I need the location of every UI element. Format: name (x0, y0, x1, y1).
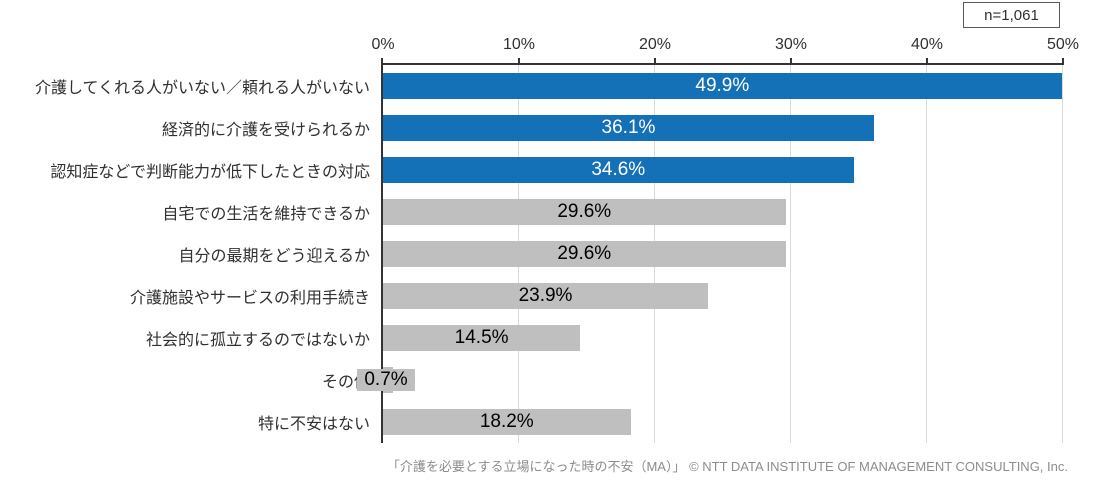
value-label: 36.1% (601, 117, 656, 138)
x-tick-mark (790, 58, 792, 64)
value-label: 34.6% (591, 159, 646, 180)
sample-size-box: n=1,061 (963, 2, 1060, 28)
category-label: 自分の最期をどう迎えるか (178, 248, 370, 265)
x-axis: 0% 10% 20% 30% 40% 50% (371, 36, 1079, 56)
category-label: 介護してくれる人がいない／頼れる人がいない (34, 80, 370, 97)
value-label: 14.5% (454, 327, 509, 348)
category-label: その他 (321, 374, 370, 391)
x-tick-mark (518, 58, 520, 64)
bar-row: 自分の最期をどう迎えるか 29.6% (0, 233, 1063, 275)
bar-row: 介護してくれる人がいない／頼れる人がいない 49.9% (0, 65, 1063, 107)
bar-track: 49.9% (383, 73, 1063, 99)
category-label: 社会的に孤立するのではないか (145, 332, 370, 349)
bar (383, 199, 786, 225)
value-label: 23.9% (518, 285, 573, 306)
value-label: 29.6% (557, 243, 612, 264)
y-axis-line (381, 58, 383, 443)
value-label: 0.7% (357, 369, 415, 391)
bar-row: 介護施設やサービスの利用手続き 23.9% (0, 275, 1063, 317)
value-label: 29.6% (557, 201, 612, 222)
bar-track: 0.7% (357, 367, 1063, 393)
bar-row: 自宅での生活を維持できるか 29.6% (0, 191, 1063, 233)
x-tick-mark (926, 58, 928, 64)
value-label: 49.9% (695, 75, 750, 96)
bar (383, 157, 854, 183)
x-tick-label: 10% (502, 36, 536, 53)
sample-size-label: n=1,061 (984, 6, 1039, 24)
bar-row: 社会的に孤立するのではないか 14.5% (0, 317, 1063, 359)
x-tick-label: 40% (910, 36, 944, 53)
bar-row: その他 0.7% (0, 359, 1063, 401)
bar-row: 経済的に介護を受けられるか 36.1% (0, 107, 1063, 149)
category-label: 経済的に介護を受けられるか (161, 122, 370, 139)
bar-track: 23.9% (383, 283, 1063, 309)
bar-track: 34.6% (383, 157, 1063, 183)
x-tick-label: 50% (1046, 36, 1080, 53)
category-label: 自宅での生活を維持できるか (162, 206, 370, 223)
category-label: 認知症などで判断能力が低下したときの対応 (50, 164, 370, 181)
bar-row: 特に不安はない 18.2% (0, 401, 1063, 443)
source-caption: 「介護を必要とする立場になった時の不安（MA）」 © NTT DATA INST… (386, 459, 1068, 474)
bar (383, 241, 786, 267)
gridline (790, 65, 791, 443)
category-label: 介護施設やサービスの利用手続き (129, 290, 370, 307)
x-axis-line (382, 63, 1064, 65)
bar-track: 18.2% (383, 409, 1063, 435)
bar-track: 36.1% (383, 115, 1063, 141)
bar-track: 29.6% (383, 241, 1063, 267)
bar-track: 14.5% (383, 325, 1063, 351)
gridline (926, 65, 927, 443)
bar (383, 283, 709, 309)
bar (383, 325, 581, 351)
x-tick-mark (1062, 58, 1064, 64)
x-tick-mark (654, 58, 656, 64)
bar (383, 409, 631, 435)
bar-rows: 介護してくれる人がいない／頼れる人がいない 49.9% 経済的に介護を受けられるか 3… (0, 65, 1063, 443)
x-tick-label: 20% (638, 36, 672, 53)
gridline (1062, 65, 1063, 443)
bar (383, 73, 1062, 99)
bar (383, 115, 874, 141)
x-tick-label: 30% (774, 36, 808, 53)
x-tick-label: 0% (371, 36, 395, 53)
bar-row: 認知症などで判断能力が低下したときの対応 34.6% (0, 149, 1063, 191)
value-label: 18.2% (479, 411, 534, 432)
category-label: 特に不安はない (257, 416, 370, 433)
bar-track: 29.6% (383, 199, 1063, 225)
